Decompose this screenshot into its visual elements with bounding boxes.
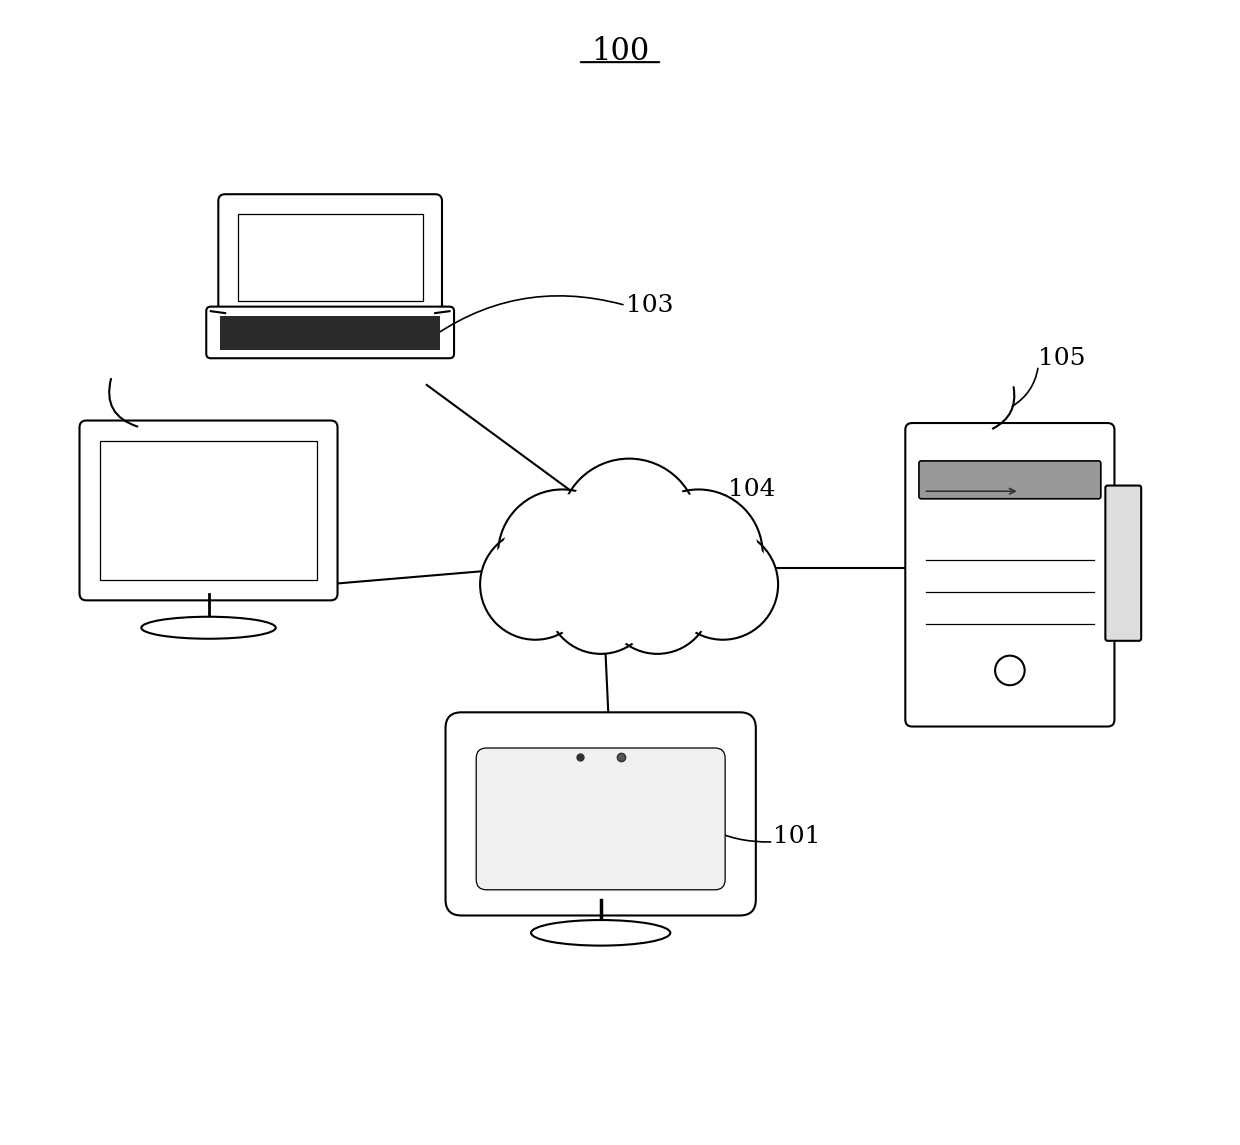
Circle shape bbox=[498, 489, 626, 618]
FancyBboxPatch shape bbox=[476, 748, 725, 890]
FancyBboxPatch shape bbox=[445, 712, 756, 916]
Bar bbox=[238, 213, 423, 301]
Circle shape bbox=[547, 546, 655, 654]
Text: 105: 105 bbox=[1038, 347, 1086, 370]
Circle shape bbox=[639, 493, 758, 614]
Circle shape bbox=[480, 529, 590, 640]
Text: 102: 102 bbox=[228, 521, 275, 544]
FancyBboxPatch shape bbox=[905, 423, 1115, 727]
Ellipse shape bbox=[531, 921, 671, 946]
Circle shape bbox=[667, 529, 777, 640]
FancyBboxPatch shape bbox=[218, 195, 441, 319]
FancyBboxPatch shape bbox=[206, 307, 454, 358]
Circle shape bbox=[604, 546, 712, 654]
Bar bbox=[100, 441, 317, 579]
Circle shape bbox=[551, 550, 651, 650]
Text: 100: 100 bbox=[591, 37, 649, 68]
FancyBboxPatch shape bbox=[1105, 485, 1141, 641]
FancyBboxPatch shape bbox=[919, 461, 1101, 499]
Text: 101: 101 bbox=[774, 824, 821, 847]
Circle shape bbox=[994, 656, 1024, 685]
Circle shape bbox=[559, 459, 698, 598]
Circle shape bbox=[484, 534, 587, 635]
Text: 103: 103 bbox=[626, 294, 673, 317]
Text: 104: 104 bbox=[728, 477, 775, 502]
Circle shape bbox=[608, 550, 708, 650]
Circle shape bbox=[564, 464, 693, 592]
Circle shape bbox=[672, 534, 774, 635]
FancyBboxPatch shape bbox=[79, 420, 337, 600]
Circle shape bbox=[634, 489, 763, 618]
Ellipse shape bbox=[141, 617, 275, 639]
Bar bbox=[219, 316, 440, 350]
Circle shape bbox=[502, 493, 622, 614]
